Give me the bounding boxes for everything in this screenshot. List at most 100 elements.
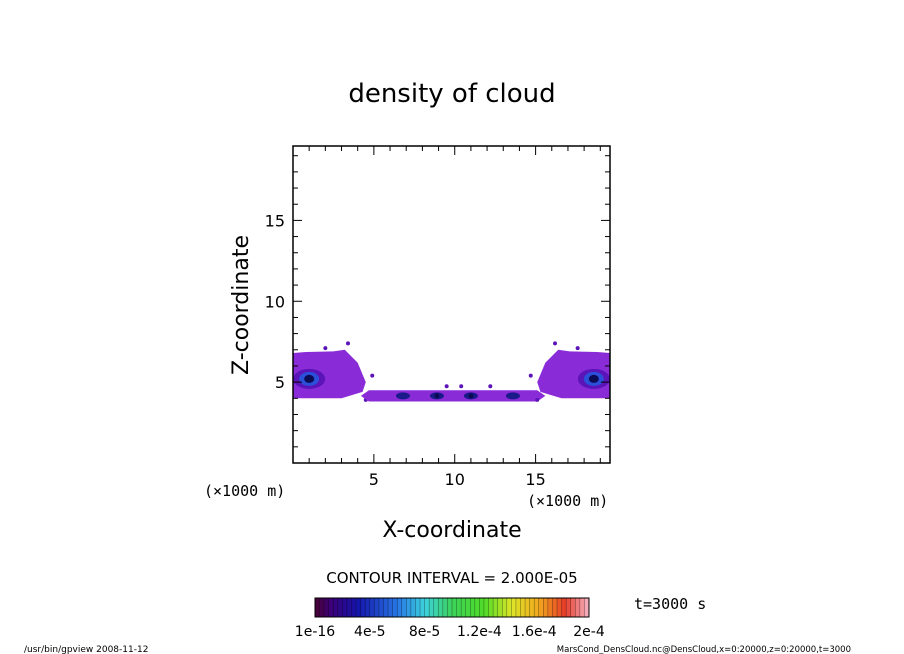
colorbar-cell	[328, 598, 334, 617]
colorbar-cell	[547, 598, 553, 617]
colorbar	[315, 598, 590, 617]
colorbar-cell	[543, 598, 549, 617]
colorbar-cell	[429, 598, 435, 617]
y-axis-label: Z-coordinate	[229, 235, 254, 375]
cloud-peak	[468, 393, 474, 399]
cloud-region	[293, 341, 375, 402]
colorbar-cell	[420, 598, 425, 617]
colorbar-cell	[410, 598, 416, 617]
chart-title: density of cloud	[348, 79, 555, 109]
cloud-speck	[553, 341, 558, 346]
colorbar-cell	[438, 598, 444, 617]
colorbar-cell	[388, 598, 393, 617]
colorbar-cell	[575, 598, 581, 617]
cloud-speck	[459, 384, 464, 389]
colorbar-cell	[461, 598, 466, 617]
colorbar-cell	[557, 598, 562, 617]
colorbar-cell	[525, 598, 530, 617]
colorbar-cell	[452, 598, 457, 617]
colorbar-label: 1.2e-4	[457, 624, 502, 640]
colorbar-cell	[369, 598, 375, 617]
colorbar-cell	[442, 598, 448, 617]
colorbar-cell	[520, 598, 526, 617]
colorbar-labels: 1e-16 4e-5 8e-5 1.2e-4 1.6e-4 2e-4	[295, 624, 605, 640]
colorbar-cell	[374, 598, 380, 617]
cloud-region	[528, 341, 610, 402]
colorbar-cell	[497, 598, 503, 617]
colorbar-cell	[493, 598, 498, 617]
colorbar-label: 1.6e-4	[512, 624, 557, 640]
x-tick-label: 15	[525, 470, 545, 489]
colorbar-cell	[346, 598, 352, 617]
cloud-speck	[444, 384, 449, 389]
colorbar-cell	[538, 598, 544, 617]
cloud-speck	[535, 397, 540, 402]
colorbar-cell	[319, 598, 325, 617]
x-tick-label: 5	[369, 470, 379, 489]
x-unit-label: (×1000 m)	[204, 482, 285, 500]
colorbar-cell	[401, 598, 407, 617]
colorbar-cell	[351, 598, 357, 617]
cloud-speck	[488, 384, 493, 389]
colorbar-cell	[406, 598, 412, 617]
colorbar-cell	[584, 598, 590, 617]
colorbar-cell	[511, 598, 517, 617]
colorbar-cell	[433, 598, 439, 617]
x-axis: 5 10 15	[308, 146, 601, 489]
contour-interval: CONTOUR INTERVAL = 2.000E-05	[326, 569, 577, 587]
colorbar-cell	[315, 598, 320, 617]
colorbar-cell	[356, 598, 361, 617]
colorbar-cell	[337, 598, 343, 617]
colorbar-cell	[365, 598, 371, 617]
colorbar-cell	[470, 598, 476, 617]
colorbar-cell	[570, 598, 576, 617]
colorbar-cell	[447, 598, 453, 617]
colorbar-cell	[561, 598, 567, 617]
y-tick-label: 10	[265, 292, 285, 311]
cloud-speck	[528, 373, 533, 378]
colorbar-cell	[579, 598, 585, 617]
colorbar-cell	[488, 598, 494, 617]
x-axis-label: X-coordinate	[382, 518, 521, 543]
y-tick-label: 15	[265, 211, 285, 230]
colorbar-frame	[314, 597, 590, 618]
colorbar-cell	[378, 598, 384, 617]
colorbar-cell	[383, 598, 389, 617]
plot-area	[293, 341, 610, 402]
cloud-core	[505, 392, 520, 400]
colorbar-cell	[552, 598, 558, 617]
colorbar-cell	[424, 598, 430, 617]
colorbar-cell	[397, 598, 403, 617]
colorbar-cell	[360, 598, 366, 617]
colorbar-cell	[534, 598, 540, 617]
cloud-peak	[304, 374, 315, 383]
cloud-speck	[370, 373, 375, 378]
y-axis: 5 10 15	[265, 155, 610, 448]
colorbar-cell	[392, 598, 398, 617]
colorbar-label: 2e-4	[573, 624, 605, 640]
colorbar-cell	[342, 598, 348, 617]
colorbar-cell	[515, 598, 521, 617]
footer-left: /usr/bin/gpview 2008-11-12	[24, 645, 148, 654]
x-tick-label: 10	[445, 470, 465, 489]
cloud-region	[360, 384, 546, 402]
time-label: t=3000 s	[634, 595, 706, 613]
colorbar-cell	[456, 598, 462, 617]
colorbar-cell	[529, 598, 535, 617]
colorbar-label: 8e-5	[409, 624, 440, 640]
colorbar-cell	[324, 598, 329, 617]
colorbar-cell	[483, 598, 489, 617]
cloud-peak	[434, 393, 440, 399]
cloud-speck	[323, 346, 328, 351]
cloud-speck	[575, 346, 580, 351]
y-unit-label: (×1000 m)	[527, 492, 608, 510]
colorbar-cell	[415, 598, 421, 617]
cloud-core	[395, 392, 410, 400]
cloud-peak	[588, 374, 599, 383]
colorbar-cell	[479, 598, 485, 617]
colorbar-label: 4e-5	[354, 624, 385, 640]
y-tick-label: 5	[275, 373, 285, 392]
colorbar-cell	[465, 598, 471, 617]
cloud-speck	[345, 341, 350, 346]
